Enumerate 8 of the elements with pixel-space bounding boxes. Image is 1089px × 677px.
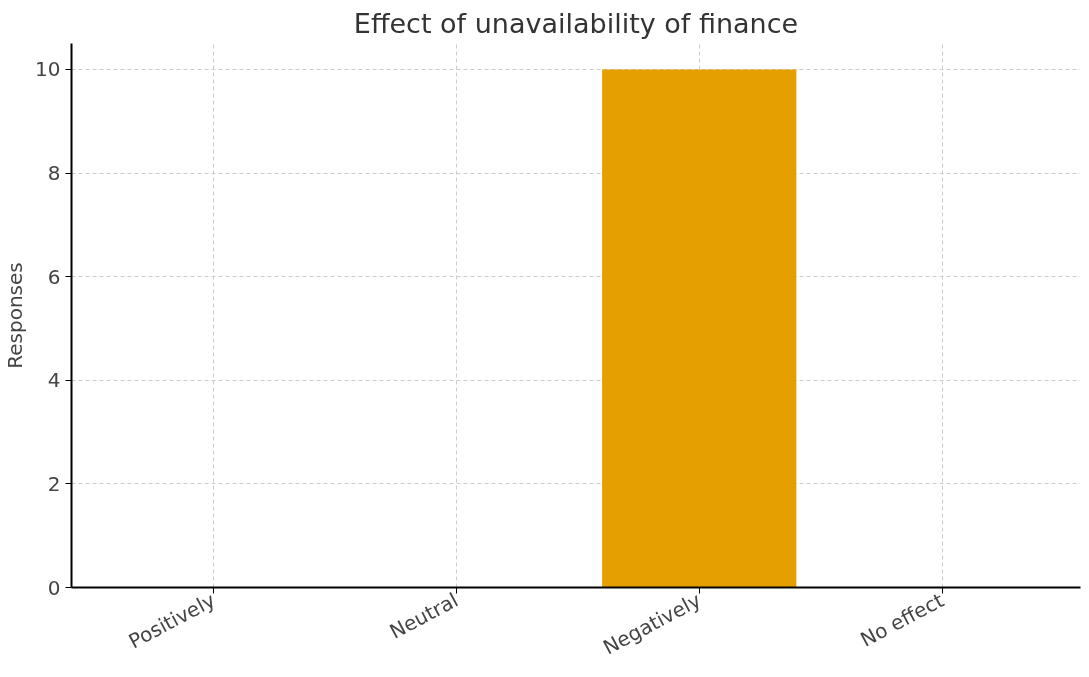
y-tick-label: 4: [47, 368, 61, 393]
y-tick-label: 10: [35, 57, 61, 82]
y-axis-title: Responses: [3, 262, 28, 369]
y-tick-label: 2: [47, 471, 61, 496]
y-tick-label: 6: [47, 264, 61, 289]
chart-title: Effect of unavailability of finance: [353, 7, 799, 39]
y-tick-label: 0: [47, 575, 61, 600]
y-tick-label: 8: [47, 161, 61, 186]
